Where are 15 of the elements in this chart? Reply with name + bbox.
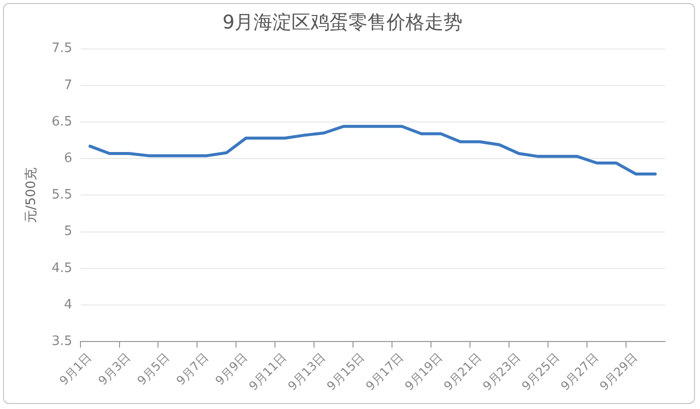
y-tick-label: 6 [64,150,72,166]
y-tick-label: 5 [64,224,72,240]
y-tick-label: 5.5 [52,188,72,203]
y-tick-label: 7.5 [52,41,72,56]
x-tick-label: 9月1日 [56,350,94,388]
x-tick-label: 9月5日 [134,350,172,388]
y-tick-label: 7 [64,78,72,93]
y-axis-title: 元/500克 [24,168,40,223]
chart-title: 9月海淀区鸡蛋零售价格走势 [222,11,463,34]
y-tick-label: 4.5 [52,260,72,276]
y-tick-label: 4 [64,297,72,312]
y-tick-label: 3.5 [52,334,72,350]
x-tick-label: 9月3日 [96,350,134,388]
x-tick-label: 9月7日 [174,350,212,388]
y-tick-label: 6.5 [52,114,72,130]
